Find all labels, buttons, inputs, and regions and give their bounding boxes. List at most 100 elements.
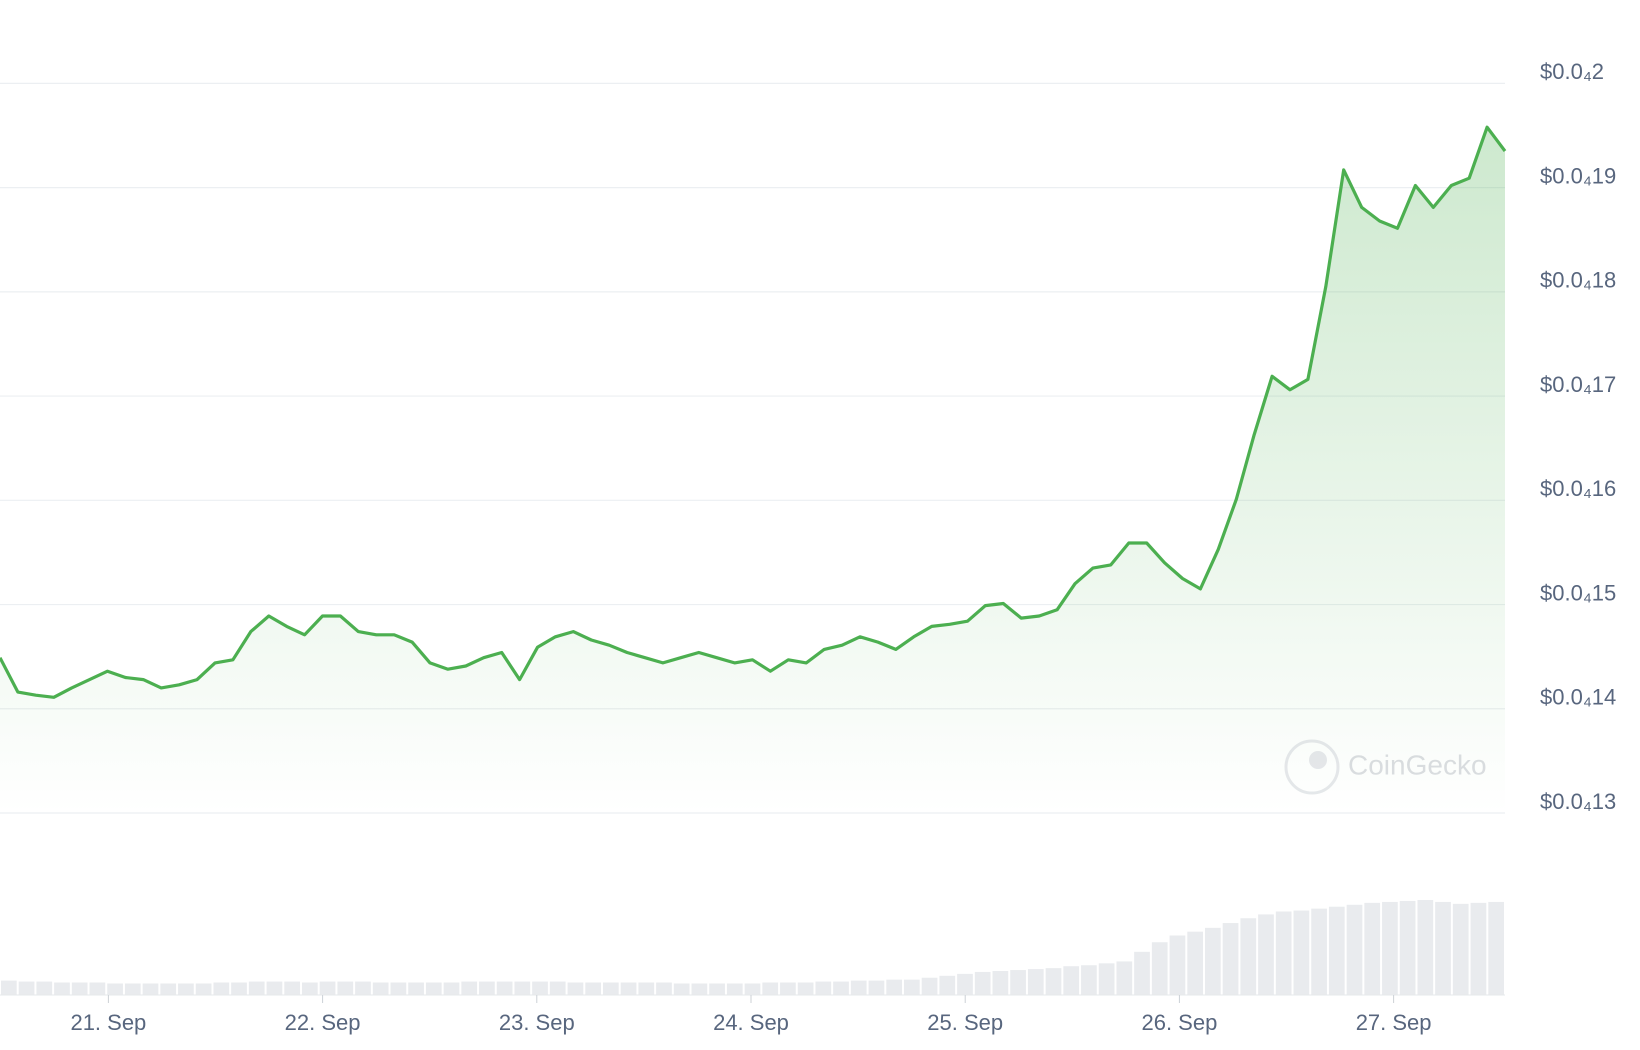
volume-bar [1382, 901, 1398, 995]
volume-bar [673, 983, 690, 995]
volume-bar [1081, 965, 1097, 995]
volume-bar [1417, 900, 1434, 995]
volume-bar [585, 982, 601, 995]
volume-bar [762, 982, 779, 995]
volume-bar [1364, 902, 1381, 995]
y-tick-label: $0.0₄16 [1540, 476, 1616, 501]
x-tick-label: 22. Sep [285, 1010, 361, 1035]
volume-bar [1063, 966, 1080, 995]
volume-bar [567, 982, 584, 995]
volume-bar [833, 981, 849, 995]
volume-bar [904, 979, 920, 995]
volume-bar [1222, 923, 1239, 995]
volume-bar [744, 983, 761, 995]
volume-bar [266, 981, 283, 995]
volume-bar [71, 982, 88, 995]
y-tick-label: $0.0₄19 [1540, 163, 1616, 188]
volume-bar [1470, 902, 1487, 995]
y-tick-label: $0.0₄13 [1540, 789, 1616, 814]
volume-bar [36, 981, 53, 995]
volume-bar [620, 982, 637, 995]
volume-bar [248, 981, 265, 995]
y-tick-label: $0.0₄15 [1540, 580, 1616, 605]
volume-bar [390, 982, 407, 995]
y-tick-label: $0.0₄2 [1540, 59, 1604, 84]
volume-bar [195, 983, 212, 995]
watermark-text: CoinGecko [1348, 749, 1487, 780]
price-area [0, 127, 1505, 813]
volume-bar [921, 977, 938, 995]
volume-bar [638, 982, 655, 995]
volume-bar [425, 982, 442, 995]
watermark: CoinGecko [1284, 739, 1487, 795]
volume-bar [868, 980, 885, 995]
volume-bar [709, 983, 725, 995]
volume-bar [142, 983, 159, 995]
volume-bar [1045, 968, 1062, 995]
volume-bar [603, 982, 619, 995]
volume-bar [939, 975, 956, 995]
volume-bar [107, 983, 123, 995]
volume-bar [1328, 906, 1345, 995]
volume-bar [160, 983, 177, 995]
y-tick-label: $0.0₄17 [1540, 372, 1616, 397]
volume-bar [443, 982, 460, 995]
x-tick-label: 26. Sep [1141, 1010, 1217, 1035]
volume-bar [1205, 927, 1221, 995]
volume-bar [1151, 942, 1168, 995]
volume-bar [1, 980, 17, 995]
volume-bar [18, 981, 35, 995]
volume-bar [726, 983, 743, 995]
volume-bar [549, 981, 566, 995]
volume-bar [1010, 970, 1026, 995]
volume-bar [1435, 901, 1451, 995]
volume-bar [408, 982, 424, 995]
volume-bar [780, 982, 796, 995]
x-tick-label: 24. Sep [713, 1010, 789, 1035]
y-tick-label: $0.0₄18 [1540, 268, 1616, 293]
volume-bar [1293, 910, 1310, 995]
volume-bar [974, 971, 991, 995]
volume-bar [957, 973, 973, 995]
x-tick-label: 23. Sep [499, 1010, 575, 1035]
volume-bar [1258, 914, 1274, 995]
volume-bar [372, 982, 389, 995]
volume-bar [1488, 901, 1504, 995]
volume-bar [1311, 908, 1327, 995]
volume-bar [302, 982, 318, 995]
volume-bar [656, 982, 672, 995]
volume-bar [886, 979, 902, 995]
volume-bar [284, 981, 300, 995]
volume-bar [178, 983, 194, 995]
volume-bar [461, 981, 478, 995]
x-tick-label: 27. Sep [1356, 1010, 1432, 1035]
volume-bar [992, 971, 1009, 995]
volume-bar [1116, 961, 1133, 995]
y-tick-label: $0.0₄14 [1540, 685, 1616, 710]
volume-bar [231, 982, 247, 995]
volume-bar [1452, 903, 1469, 995]
volume-bar [1399, 900, 1416, 995]
volume-bar [1098, 963, 1115, 995]
volume-bar [1275, 911, 1292, 995]
volume-bar [691, 983, 708, 995]
volume-bar [213, 982, 230, 995]
volume-bar [1240, 918, 1257, 995]
volume-bar [355, 981, 371, 995]
x-tick-label: 25. Sep [927, 1010, 1003, 1035]
volume-bar [1169, 935, 1186, 995]
volume-bar [1187, 931, 1203, 995]
volume-bar [89, 982, 106, 995]
volume-bar [514, 981, 531, 995]
volume-bar [797, 982, 814, 995]
volume-bar [1134, 951, 1150, 995]
price-line [0, 125, 1507, 699]
volume-bar [1346, 904, 1363, 995]
volume-bar [1027, 969, 1044, 995]
volume-bar [532, 981, 548, 995]
volume-bar [319, 981, 336, 995]
volume-bar [479, 981, 495, 995]
volume-bar [124, 983, 141, 995]
